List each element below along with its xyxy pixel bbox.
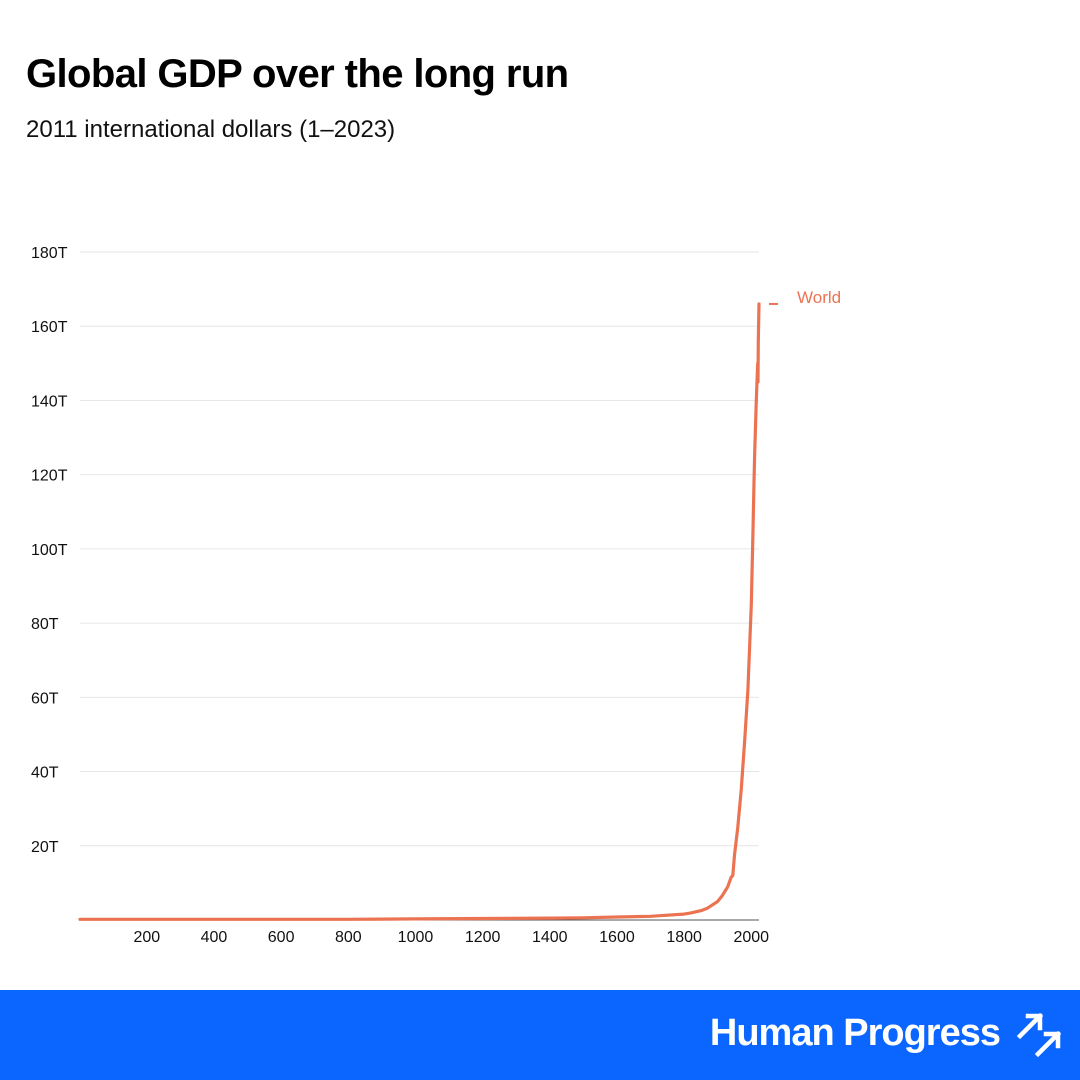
y-tick-label: 80T <box>31 616 59 633</box>
y-tick-label: 180T <box>31 245 68 262</box>
y-tick-label: 40T <box>31 765 59 782</box>
x-tick-label: 800 <box>335 929 362 946</box>
double-arrow-up-right-icon <box>1016 1012 1062 1058</box>
y-axis-ticks: 20T 40T 60T 80T 100T 120T 140T 160T 180T <box>31 245 68 856</box>
x-tick-label: 1800 <box>666 929 702 946</box>
y-tick-label: 160T <box>31 319 68 336</box>
x-tick-label: 1200 <box>465 929 501 946</box>
series-line-world <box>78 302 761 921</box>
legend-label-world: World <box>797 288 841 307</box>
y-tick-label: 60T <box>31 690 59 707</box>
chart-subtitle: 2011 international dollars (1–2023) <box>26 116 396 143</box>
x-tick-label: 400 <box>201 929 228 946</box>
y-tick-label: 120T <box>31 468 68 485</box>
x-tick-label: 200 <box>133 929 160 946</box>
series-group <box>78 302 761 921</box>
brand-name[interactable]: Human Progress <box>709 1012 1001 1054</box>
chart-title: Global GDP over the long run <box>26 52 569 96</box>
x-tick-label: 2000 <box>733 929 769 946</box>
x-tick-label: 1600 <box>599 929 635 946</box>
y-tick-label: 140T <box>31 393 68 410</box>
x-tick-label: 600 <box>268 929 295 946</box>
x-tick-label: 1000 <box>398 929 434 946</box>
x-tick-label: 1400 <box>532 929 568 946</box>
footer-banner: Human Progress <box>0 990 1080 1080</box>
y-tick-label: 20T <box>31 839 59 856</box>
x-axis-ticks: 200 400 600 800 1000 1200 1400 1600 1800 2000 <box>133 929 769 946</box>
line-chart: 20T 40T 60T 80T 100T 120T 140T 160T 180T 200 400 6… <box>31 245 841 946</box>
y-tick-label: 100T <box>31 542 68 559</box>
gridlines <box>80 251 759 847</box>
legend: World <box>769 288 841 307</box>
